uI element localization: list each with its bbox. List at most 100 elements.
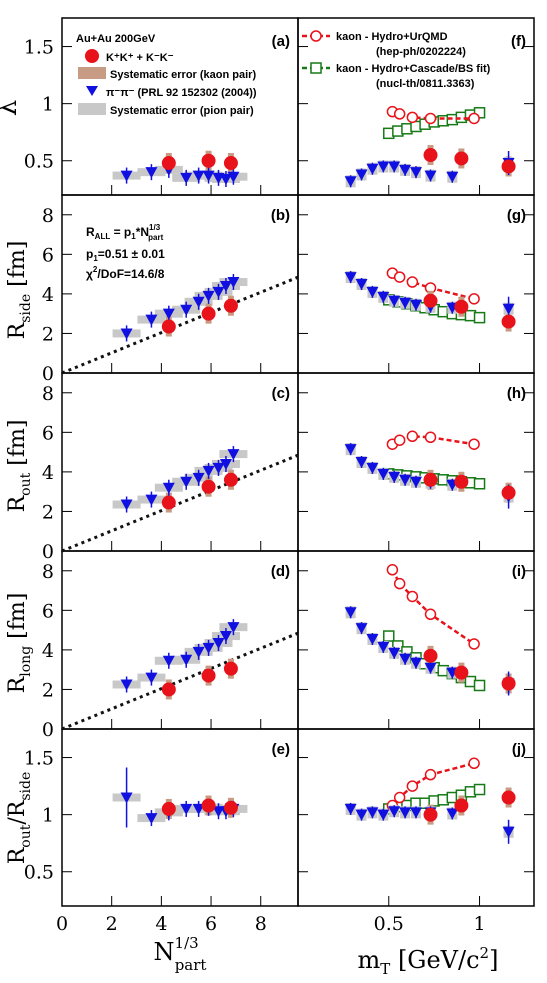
pion-point [399,474,412,486]
legend-kaon-sys-box [78,67,106,79]
urqmd-point [406,111,419,124]
ytick-label: 8 [42,561,54,583]
pion-point [399,807,412,819]
kaon-point [223,800,238,815]
xtick-label-right: 0.5 [374,913,404,935]
urqmd-point [468,438,480,450]
ytick-label: 2 [42,501,54,523]
kaon-point [501,790,516,805]
pion-point [446,808,459,820]
xlabel-mt: mT [GeV/c2] [358,944,499,978]
legend-right: kaon - Hydro+UrQMD (hep-ph/0202224) kaon… [302,30,491,90]
pion-point [388,471,401,483]
kaon-point [161,156,176,171]
panel-frames [61,17,535,907]
pion-point [162,482,175,494]
ylabel-long: Rlong [fm] [5,593,34,694]
kaon-point [161,682,176,697]
fit-line-side [61,275,299,375]
pion-point [180,172,193,184]
kaon-point [201,306,216,321]
kaon-point [201,153,216,168]
urqmd-point [386,564,399,576]
pion-point [202,290,215,302]
pion-point [180,654,193,666]
urqmd-point [468,638,480,650]
panel-tag-i: (i) [512,563,526,580]
pion-point [424,662,437,674]
legend-left: Au+Au 200GeV K⁺K⁺ + K⁻K⁻ Systematic erro… [76,33,257,117]
kaon-point [423,293,438,308]
urqmd-point [393,271,406,283]
legend-kaon-label: K⁺K⁺ + K⁻K⁻ [106,52,174,64]
kaon-point [201,479,216,494]
pion-point [377,809,390,821]
pion-point [366,634,379,646]
fit-p1: p1=0.51 ± 0.01 [86,247,165,263]
ytick-label: 8 [42,205,54,227]
pion-point [219,458,232,470]
pion-point [399,164,412,176]
urqmd-point [424,768,437,781]
pion-point [355,279,368,290]
fit-annotation: RALL = p1*N1/3 part p1=0.51 ± 0.01 χ2/DoF… [86,223,165,281]
xtick-label-right: 1 [473,913,485,935]
pion-point [120,328,133,340]
ytick-label: 1.5 [24,748,54,770]
ytick-label: 8 [42,383,54,405]
urqmd-point [468,757,480,770]
pion-point [227,171,240,183]
panel-tag-c: (c) [272,385,290,402]
legend-pion-marker [86,86,98,96]
kaon-point [161,319,176,334]
panel-tag-f: (f) [511,33,526,50]
pion-point [446,171,459,183]
pion-point [344,803,357,815]
urqmd-point [468,293,480,305]
pion-point [192,646,205,658]
pion-point [366,807,379,819]
pion-point [180,476,193,488]
pion-point [192,170,205,182]
urqmd-point [406,590,419,603]
urqmd-point [393,791,406,804]
pion-point [399,653,412,665]
pion-point [145,813,158,825]
pion-point [192,803,205,815]
kaon-point [454,665,469,680]
ylabel-lambda: λ [0,100,23,116]
pion-point [120,792,133,804]
pion-point [366,462,379,474]
legend-urqmd-marker [310,30,322,42]
ytick-label: 1 [42,94,54,116]
kaon-point [501,314,516,329]
pion-point [410,807,422,819]
ytick-label: 0 [42,541,54,563]
pion-point [377,161,390,173]
pion-point [355,169,368,181]
pion-point [212,637,225,649]
pion-point [227,449,240,461]
pion-point [180,803,193,815]
pion-point [202,465,215,477]
xlabel-npart: N1/3 part [154,934,207,974]
pion-point [192,472,205,484]
pion-point [120,679,133,691]
panel-tag-d: (d) [271,563,290,580]
legend-system: Au+Au 200GeV [76,33,156,45]
pion-point [202,170,215,182]
pion-point [212,286,225,298]
pion-point [410,657,422,669]
pion-point [344,272,357,284]
xtick-label-left: 6 [205,913,217,935]
legend-kaon-marker [85,49,99,63]
kaon-point [423,472,438,487]
fit-line-out [61,453,299,553]
pion-point [180,304,193,316]
urqmd-point [393,434,406,446]
pion-point [192,296,205,308]
kaon-point [454,299,469,314]
pion-point [377,641,390,653]
pion-point [377,291,390,303]
pion-point [120,170,133,182]
